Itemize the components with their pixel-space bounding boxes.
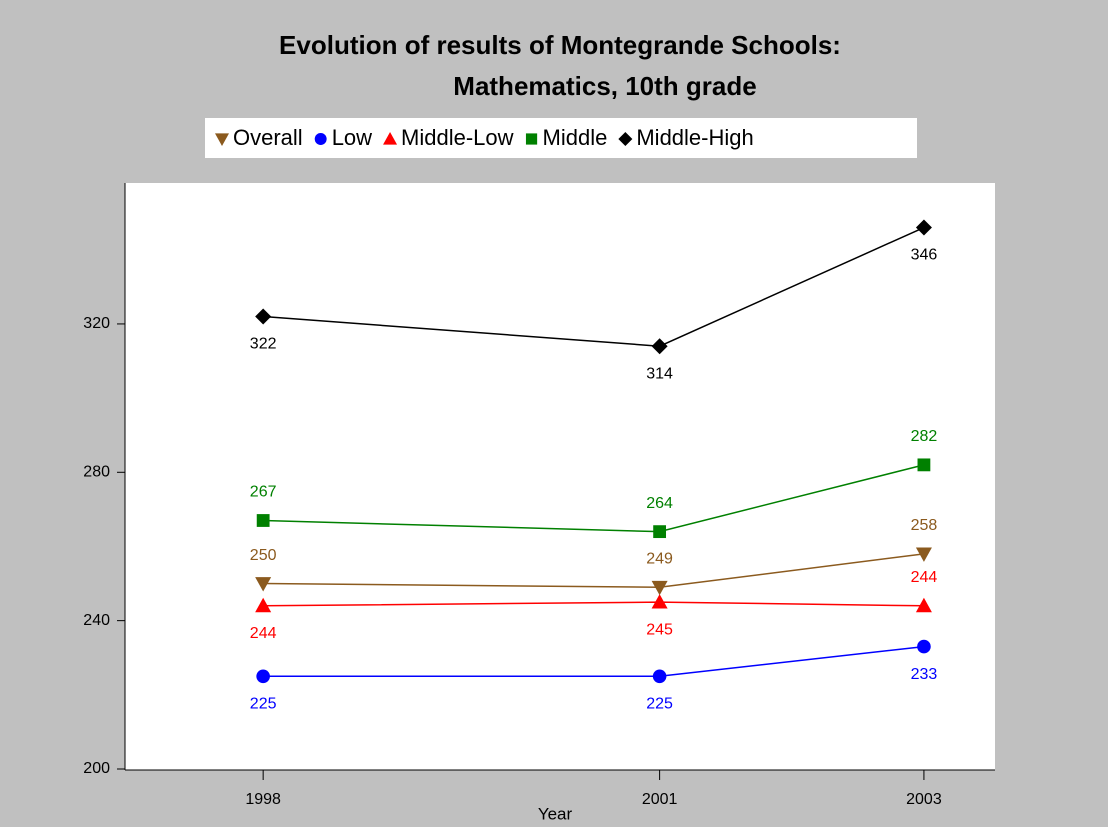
data-label: 244 <box>250 625 277 642</box>
data-label: 233 <box>911 666 938 683</box>
data-point <box>255 308 272 325</box>
chart-title: Evolution of results of Montegrande Scho… <box>279 30 841 60</box>
data-label: 225 <box>646 695 673 712</box>
y-tick-label: 320 <box>83 315 110 332</box>
data-label: 245 <box>646 621 673 638</box>
y-tick-label: 280 <box>83 464 110 481</box>
data-label: 249 <box>646 550 673 567</box>
data-label: 250 <box>250 547 277 564</box>
data-point <box>917 639 931 654</box>
data-label: 267 <box>250 484 277 501</box>
data-point <box>651 580 668 596</box>
legend-label: Middle <box>543 125 608 150</box>
data-point <box>915 219 932 236</box>
data-point <box>256 514 270 527</box>
legend-label: Middle-High <box>636 125 753 150</box>
data-point <box>652 669 667 684</box>
x-tick-label: 2001 <box>642 791 678 808</box>
data-point <box>915 547 932 562</box>
data-point <box>256 669 270 684</box>
y-tick-label: 200 <box>83 760 110 777</box>
legend-marker <box>618 132 633 146</box>
data-point <box>255 597 272 613</box>
legend-label: Overall <box>233 125 303 150</box>
legend-label: Middle-Low <box>401 125 514 150</box>
legend-marker <box>314 133 327 145</box>
data-label: 225 <box>250 695 277 712</box>
data-label: 346 <box>911 247 938 264</box>
data-point <box>915 597 932 613</box>
legend-marker <box>383 132 398 145</box>
data-point <box>651 338 668 355</box>
chart-title: Mathematics, 10th grade <box>453 71 756 101</box>
data-point <box>917 458 931 472</box>
y-tick-label: 240 <box>83 612 110 629</box>
legend-label: Low <box>332 125 372 150</box>
x-tick-label: 2003 <box>906 791 942 808</box>
legend-marker <box>215 133 229 146</box>
data-label: 282 <box>911 428 938 445</box>
data-label: 322 <box>250 336 277 353</box>
x-axis-label: Year <box>538 804 573 823</box>
data-point <box>651 594 668 609</box>
plot-area <box>125 183 995 770</box>
data-point <box>255 577 272 592</box>
data-label: 314 <box>646 365 673 382</box>
data-label: 244 <box>911 569 938 586</box>
data-label: 264 <box>646 495 673 512</box>
data-point <box>653 525 667 539</box>
legend-marker <box>525 133 538 145</box>
x-tick-label: 1998 <box>245 791 281 808</box>
data-label: 258 <box>911 517 938 534</box>
